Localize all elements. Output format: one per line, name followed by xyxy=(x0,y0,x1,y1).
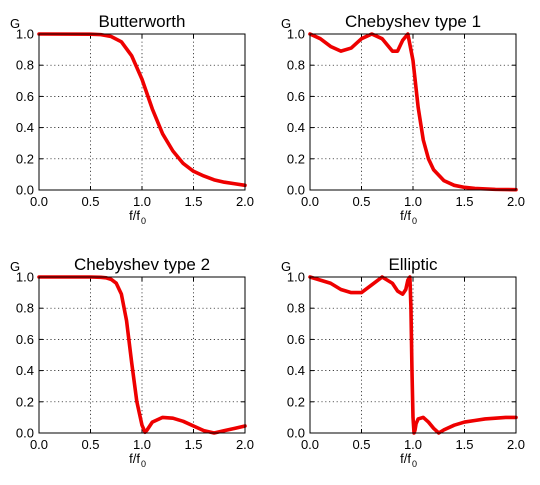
y-tick-label: 1.0 xyxy=(287,270,305,285)
x-tick-label: 1.0 xyxy=(404,194,422,209)
chart-panel-3: 0.0 0.5 1.0 1.5 2.0 0.0 0.2 0.4 0.6 0.8 1.0 Chebysh… xyxy=(10,255,254,469)
y-tick-label: 0.2 xyxy=(287,394,305,409)
y-tick-label: 0.4 xyxy=(16,363,34,378)
y-tick-label: 0.2 xyxy=(16,394,34,409)
y-tick-label: 0.0 xyxy=(16,426,34,441)
x-tick-label: 0.5 xyxy=(81,194,99,209)
x-tick-label: 1.0 xyxy=(133,437,151,452)
chart-panel-4: 0.0 0.5 1.0 1.5 2.0 0.0 0.2 0.4 0.6 0.8 1.0 Ellipti… xyxy=(281,255,525,469)
chart-panel-2: 0.0 0.5 1.0 1.5 2.0 0.0 0.2 0.4 0.6 0.8 1.0 Chebysh… xyxy=(281,12,525,226)
y-tick-label: 0.8 xyxy=(16,58,34,73)
y-tick-label: 0.6 xyxy=(16,332,34,347)
x-tick-label: 0.5 xyxy=(352,194,370,209)
plot-frame xyxy=(38,33,246,191)
x-axis-label-subscript: 0 xyxy=(412,459,417,469)
y-tick-label: 0.0 xyxy=(287,426,305,441)
x-axis-label-subscript: 0 xyxy=(141,216,146,226)
y-tick-label: 0.0 xyxy=(287,183,305,198)
x-axis-label-subscript: 0 xyxy=(412,216,417,226)
x-axis-label-subscript: 0 xyxy=(141,459,146,469)
x-tick-label: 0.0 xyxy=(301,437,319,452)
chart-title: Elliptic xyxy=(388,255,438,274)
y-tick-label: 0.6 xyxy=(287,332,305,347)
x-axis-label: f/f xyxy=(400,208,411,223)
x-tick-label: 0.5 xyxy=(352,437,370,452)
x-tick-label: 2.0 xyxy=(507,194,525,209)
plot-frame xyxy=(309,33,517,191)
series-line xyxy=(37,32,247,188)
y-tick-label: 0.0 xyxy=(16,183,34,198)
y-tick-label: 0.2 xyxy=(287,151,305,166)
x-tick-label: 1.5 xyxy=(455,194,473,209)
x-tick-label: 2.0 xyxy=(507,437,525,452)
chart-title: Chebyshev type 2 xyxy=(74,255,210,274)
y-tick-label: 0.8 xyxy=(16,301,34,316)
y-axis-label: G xyxy=(10,259,20,274)
x-tick-label: 0.0 xyxy=(30,194,48,209)
series-line xyxy=(308,32,518,192)
chart-title: Chebyshev type 1 xyxy=(345,12,481,31)
x-tick-label: 2.0 xyxy=(236,194,254,209)
x-tick-label: 2.0 xyxy=(236,437,254,452)
x-tick-label: 0.0 xyxy=(30,437,48,452)
y-tick-label: 0.4 xyxy=(287,363,305,378)
plot-frame xyxy=(38,276,246,434)
y-tick-label: 0.2 xyxy=(16,151,34,166)
x-tick-label: 0.0 xyxy=(301,194,319,209)
series-line xyxy=(37,275,247,435)
x-tick-label: 1.5 xyxy=(184,437,202,452)
x-axis-label: f/f xyxy=(400,451,411,466)
x-axis-label: f/f xyxy=(129,208,140,223)
x-tick-label: 1.5 xyxy=(184,194,202,209)
y-tick-label: 0.4 xyxy=(287,120,305,135)
y-tick-label: 1.0 xyxy=(16,27,34,42)
y-tick-label: 0.4 xyxy=(16,120,34,135)
y-axis-label: G xyxy=(10,16,20,31)
y-tick-label: 0.6 xyxy=(16,89,34,104)
y-axis-label: G xyxy=(281,259,291,274)
y-tick-label: 1.0 xyxy=(16,270,34,285)
x-tick-label: 1.0 xyxy=(133,194,151,209)
y-axis-label: G xyxy=(281,16,291,31)
x-tick-label: 1.5 xyxy=(455,437,473,452)
x-tick-label: 1.0 xyxy=(404,437,422,452)
y-tick-label: 0.8 xyxy=(287,58,305,73)
y-tick-label: 1.0 xyxy=(287,27,305,42)
chart-panel-1: 0.0 0.5 1.0 1.5 2.0 0.0 0.2 0.4 0.6 0.8 1.0 Butterw… xyxy=(10,12,254,226)
x-tick-label: 0.5 xyxy=(81,437,99,452)
y-tick-label: 0.8 xyxy=(287,301,305,316)
series-line xyxy=(308,275,518,435)
x-axis-label: f/f xyxy=(129,451,140,466)
chart-title: Butterworth xyxy=(99,12,186,31)
y-tick-label: 0.6 xyxy=(287,89,305,104)
plot-frame xyxy=(309,276,517,434)
